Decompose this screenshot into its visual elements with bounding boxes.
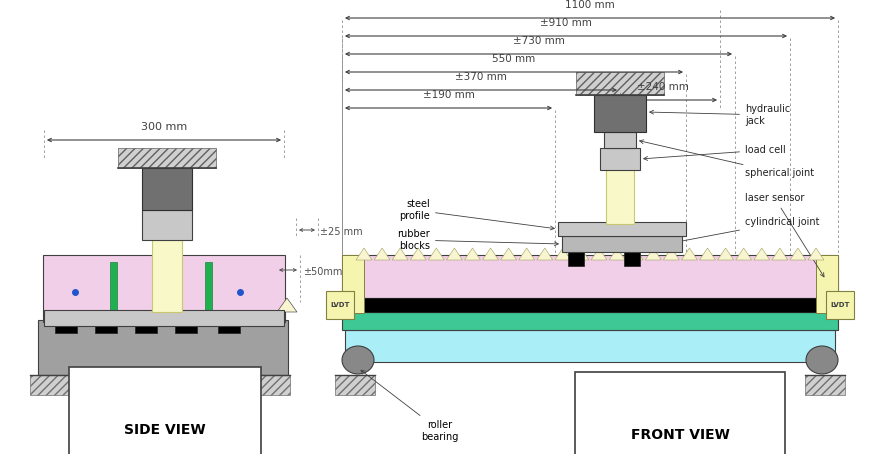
Bar — [55, 318, 77, 333]
Text: rubber
blocks: rubber blocks — [397, 229, 558, 251]
Text: LVDT: LVDT — [330, 302, 350, 308]
Text: ±910 mm: ±910 mm — [540, 18, 592, 28]
Ellipse shape — [806, 346, 838, 374]
Polygon shape — [536, 248, 553, 260]
Text: steel
profile: steel profile — [399, 199, 555, 230]
Polygon shape — [573, 248, 589, 260]
Bar — [805, 375, 845, 395]
Bar — [562, 236, 682, 252]
Polygon shape — [753, 248, 770, 260]
Polygon shape — [519, 248, 535, 260]
Polygon shape — [500, 248, 516, 260]
Polygon shape — [772, 248, 788, 260]
Bar — [95, 318, 117, 333]
Polygon shape — [446, 248, 462, 260]
Polygon shape — [465, 248, 480, 260]
Bar — [594, 95, 646, 132]
Polygon shape — [627, 248, 643, 260]
Text: cylindrical joint: cylindrical joint — [627, 217, 820, 252]
Bar — [175, 318, 197, 333]
Polygon shape — [356, 248, 372, 260]
Bar — [826, 291, 854, 319]
Bar — [576, 72, 664, 95]
Polygon shape — [736, 248, 752, 260]
Bar — [30, 375, 290, 395]
Text: ±240 mm: ±240 mm — [637, 82, 689, 92]
Bar — [606, 170, 634, 224]
Text: 1100 mm: 1100 mm — [565, 0, 615, 10]
Text: laser sensor: laser sensor — [745, 193, 824, 277]
Polygon shape — [645, 248, 662, 260]
Bar — [816, 255, 838, 313]
Bar — [335, 375, 375, 395]
Bar — [205, 262, 212, 310]
Polygon shape — [392, 248, 408, 260]
Text: spherical joint: spherical joint — [640, 140, 814, 178]
Bar — [110, 262, 117, 310]
Ellipse shape — [342, 346, 374, 374]
Text: roller
bearing: roller bearing — [361, 370, 459, 442]
Text: load cell: load cell — [644, 145, 786, 160]
Bar — [142, 168, 192, 210]
Polygon shape — [591, 248, 607, 260]
Text: ±730 mm: ±730 mm — [513, 36, 564, 46]
Polygon shape — [277, 298, 297, 312]
Bar — [44, 310, 284, 326]
Polygon shape — [790, 248, 806, 260]
Polygon shape — [429, 248, 444, 260]
Bar — [568, 248, 584, 266]
Bar — [600, 148, 640, 170]
Polygon shape — [482, 248, 499, 260]
Text: ±25 mm: ±25 mm — [320, 227, 362, 237]
Bar — [326, 291, 354, 319]
Bar — [342, 255, 364, 313]
Polygon shape — [410, 248, 426, 260]
Bar — [342, 312, 838, 330]
Text: ±370 mm: ±370 mm — [455, 72, 507, 82]
Polygon shape — [374, 248, 390, 260]
Text: FRONT VIEW: FRONT VIEW — [631, 428, 730, 442]
Bar — [38, 320, 288, 375]
Polygon shape — [609, 248, 625, 260]
Text: ±190 mm: ±190 mm — [423, 90, 474, 100]
Polygon shape — [699, 248, 716, 260]
Text: hydraulic
jack: hydraulic jack — [650, 104, 790, 126]
Bar — [152, 240, 182, 312]
Polygon shape — [682, 248, 697, 260]
Bar — [135, 318, 157, 333]
Bar — [218, 318, 240, 333]
Bar — [118, 148, 216, 168]
Text: SIDE VIEW: SIDE VIEW — [124, 423, 206, 437]
Bar — [624, 248, 640, 266]
Polygon shape — [808, 248, 824, 260]
Bar — [604, 132, 636, 148]
Bar — [558, 222, 686, 236]
Bar — [142, 210, 192, 240]
Bar — [43, 255, 285, 322]
Text: 300 mm: 300 mm — [141, 122, 187, 132]
Text: 550 mm: 550 mm — [493, 54, 536, 64]
Bar — [342, 255, 838, 298]
Text: LVDT: LVDT — [830, 302, 850, 308]
Bar — [342, 298, 838, 312]
Polygon shape — [663, 248, 679, 260]
Polygon shape — [718, 248, 733, 260]
Bar — [345, 330, 835, 362]
Polygon shape — [555, 248, 570, 260]
Text: ±50mm: ±50mm — [303, 267, 342, 277]
